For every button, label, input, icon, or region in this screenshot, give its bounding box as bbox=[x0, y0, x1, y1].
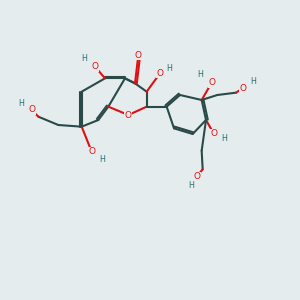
Text: H: H bbox=[188, 181, 194, 190]
Text: O: O bbox=[28, 106, 35, 115]
Text: H: H bbox=[18, 99, 24, 108]
Text: O: O bbox=[92, 62, 98, 71]
Text: H: H bbox=[82, 54, 87, 63]
Text: O: O bbox=[125, 110, 132, 119]
Text: O: O bbox=[193, 172, 200, 181]
Text: H: H bbox=[166, 64, 172, 73]
Text: H: H bbox=[222, 134, 227, 143]
Text: H: H bbox=[250, 77, 256, 86]
Text: O: O bbox=[239, 84, 246, 93]
Text: O: O bbox=[208, 78, 215, 87]
Text: H: H bbox=[99, 155, 105, 164]
Text: O: O bbox=[88, 147, 95, 156]
Text: O: O bbox=[135, 50, 142, 59]
Text: O: O bbox=[211, 130, 218, 139]
Text: H: H bbox=[197, 70, 203, 79]
Text: O: O bbox=[157, 69, 164, 78]
